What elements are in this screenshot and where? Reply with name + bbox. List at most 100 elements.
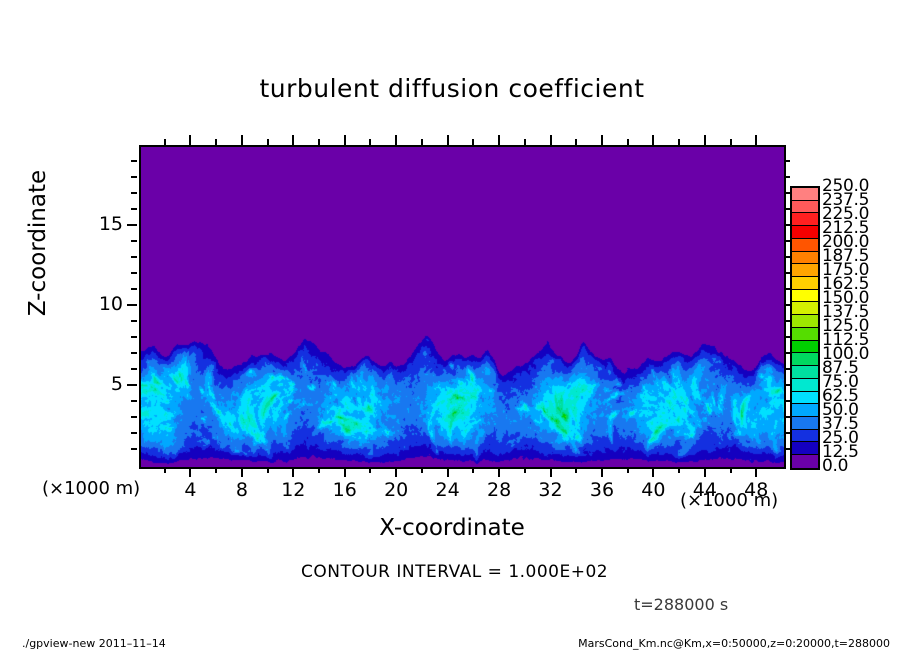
y-tick-label-10: 10 bbox=[98, 293, 123, 315]
y-tick-11 bbox=[131, 288, 137, 290]
colorbar-tick-label-137.5: 137.5 bbox=[822, 302, 870, 322]
y-tick-1 bbox=[131, 448, 137, 450]
y-tick-2 bbox=[131, 432, 137, 434]
colorbar-tick-label-12.5: 12.5 bbox=[822, 442, 859, 462]
colorbar-band-1 bbox=[792, 200, 818, 214]
colorbar-band-19 bbox=[792, 429, 818, 443]
x-tick-top-40 bbox=[652, 135, 655, 145]
y-tick-right-8 bbox=[784, 336, 790, 338]
x-tick-top-24 bbox=[446, 135, 449, 145]
colorbar-band-21 bbox=[792, 455, 818, 468]
x-tick-top-8 bbox=[240, 135, 243, 145]
x-tick-label-44: 44 bbox=[692, 479, 717, 501]
colorbar-tick-label-25.0: 25.0 bbox=[822, 428, 859, 448]
colorbar-band-10 bbox=[792, 315, 818, 328]
x-tick-top-12 bbox=[292, 135, 295, 145]
y-tick-right-4 bbox=[784, 400, 790, 402]
x-tick-label-12: 12 bbox=[281, 479, 306, 501]
colorbar-band-9 bbox=[792, 302, 818, 316]
colorbar-tick-label-162.5: 162.5 bbox=[822, 274, 870, 294]
y-tick-label-5: 5 bbox=[110, 373, 123, 395]
y-tick-12 bbox=[131, 272, 137, 274]
x-tick-top-30 bbox=[523, 139, 526, 145]
colorbar-band-14 bbox=[792, 366, 818, 379]
colorbar-band-5 bbox=[792, 251, 818, 265]
y-tick-19 bbox=[131, 160, 137, 162]
x-tick-18 bbox=[369, 467, 372, 473]
y-tick-right-2 bbox=[784, 432, 790, 434]
colorbar-tick-label-100.0: 100.0 bbox=[822, 344, 870, 364]
y-tick-right-19 bbox=[784, 160, 790, 162]
contour-interval-note: CONTOUR INTERVAL = 1.000E+02 bbox=[301, 562, 609, 582]
x-tick-46 bbox=[729, 467, 732, 473]
y-tick-7 bbox=[131, 352, 137, 354]
colorbar-band-12 bbox=[792, 340, 818, 354]
x-tick-24 bbox=[446, 467, 449, 477]
y-tick-right-15 bbox=[784, 224, 794, 226]
y-tick-right-3 bbox=[784, 416, 790, 418]
x-tick-label-8: 8 bbox=[235, 479, 248, 501]
colorbar-tick-label-225.0: 225.0 bbox=[822, 204, 870, 224]
x-tick-top-32 bbox=[549, 135, 552, 145]
x-tick-22 bbox=[420, 467, 423, 473]
x-tick-label-28: 28 bbox=[486, 479, 512, 501]
y-tick-3 bbox=[131, 416, 137, 418]
page-title: turbulent diffusion coefficient bbox=[259, 74, 645, 103]
x-tick-8 bbox=[240, 467, 243, 477]
colorbar-tick-label-175.0: 175.0 bbox=[822, 260, 870, 280]
y-tick-9 bbox=[131, 320, 137, 322]
colorbar-band-8 bbox=[792, 289, 818, 303]
x-tick-top-26 bbox=[472, 139, 475, 145]
x-tick-30 bbox=[523, 467, 526, 473]
x-tick-20 bbox=[395, 467, 398, 477]
x-tick-top-38 bbox=[626, 139, 629, 145]
x-tick-top-20 bbox=[395, 135, 398, 145]
y-tick-14 bbox=[131, 240, 137, 242]
colorbar-band-20 bbox=[792, 442, 818, 456]
y-tick-right-10 bbox=[784, 304, 794, 306]
time-stamp-note: t=288000 s bbox=[634, 595, 729, 614]
colorbar-tick-label-75.0: 75.0 bbox=[822, 372, 859, 392]
x-tick-top-16 bbox=[343, 135, 346, 145]
colorbar-tick-label-200.0: 200.0 bbox=[822, 232, 870, 252]
x-tick-top-34 bbox=[575, 139, 578, 145]
x-tick-48 bbox=[755, 467, 758, 477]
y-tick-label-15: 15 bbox=[98, 213, 123, 235]
y-tick-6 bbox=[131, 368, 137, 370]
x-tick-label-4: 4 bbox=[184, 479, 197, 501]
x-tick-36 bbox=[600, 467, 603, 477]
x-tick-label-24: 24 bbox=[435, 479, 460, 501]
colorbar-tick-label-50.0: 50.0 bbox=[822, 400, 859, 420]
colorbar-band-11 bbox=[792, 327, 818, 341]
x-tick-label-32: 32 bbox=[538, 479, 563, 501]
x-axis-unit-label: (×1000 m) bbox=[680, 490, 779, 511]
x-tick-top-2 bbox=[163, 139, 166, 145]
x-tick-label-48: 48 bbox=[744, 479, 769, 501]
colorbar-tick-label-87.5: 87.5 bbox=[822, 358, 859, 378]
x-tick-top-14 bbox=[318, 139, 321, 145]
colorbar-band-6 bbox=[792, 264, 818, 278]
colorbar-band-3 bbox=[792, 226, 818, 239]
x-tick-10 bbox=[266, 467, 269, 473]
x-tick-label-40: 40 bbox=[641, 479, 666, 501]
x-tick-top-42 bbox=[678, 139, 681, 145]
x-tick-top-22 bbox=[420, 139, 423, 145]
colorbar-band-13 bbox=[792, 353, 818, 367]
x-tick-top-4 bbox=[189, 135, 192, 145]
x-tick-top-46 bbox=[729, 139, 732, 145]
y-tick-18 bbox=[131, 176, 137, 178]
colorbar-tick-label-187.5: 187.5 bbox=[822, 246, 870, 266]
y-tick-right-14 bbox=[784, 240, 790, 242]
footer-source: MarsCond_Km.nc@Km,x=0:50000,z=0:20000,t=… bbox=[578, 637, 890, 650]
colorbar-tick-label-150.0: 150.0 bbox=[822, 288, 870, 308]
x-tick-14 bbox=[318, 467, 321, 473]
colorbar-band-16 bbox=[792, 391, 818, 405]
x-tick-26 bbox=[472, 467, 475, 473]
colorbar-tick-label-0.0: 0.0 bbox=[822, 456, 849, 476]
y-tick-right-13 bbox=[784, 256, 790, 258]
y-tick-right-5 bbox=[784, 384, 794, 386]
x-tick-top-6 bbox=[215, 139, 218, 145]
colorbar-band-15 bbox=[792, 378, 818, 392]
x-tick-32 bbox=[549, 467, 552, 477]
y-tick-5 bbox=[127, 384, 137, 386]
